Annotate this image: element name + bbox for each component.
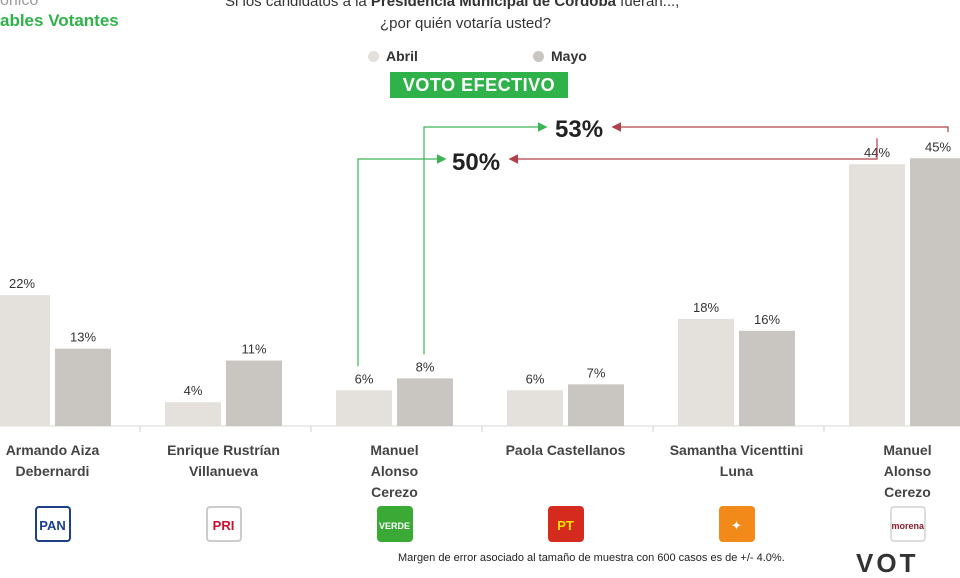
value-label-abril-1: 4%	[184, 383, 203, 398]
bar-abril-4	[678, 319, 734, 426]
bar-abril-3	[507, 390, 563, 426]
bar-chart: 22%13%4%11%6%8%6%7%18%16%44%45% 50% 53%	[0, 0, 960, 440]
bar-abril-5	[849, 164, 905, 426]
value-label-mayo-1: 11%	[241, 342, 266, 357]
candidate-label-3: Paola Castellanos	[491, 440, 641, 461]
sum-label-mayo: 53%	[555, 116, 603, 143]
candidate-name-line: Cerezo	[833, 482, 960, 503]
candidate-name-line: Luna	[662, 461, 812, 482]
party-logo-pri: PRI	[206, 506, 242, 542]
candidate-name-line: Paola Castellanos	[491, 440, 641, 461]
value-label-abril-4: 18%	[693, 300, 719, 315]
sum-label-abril: 50%	[452, 149, 500, 176]
bar-mayo-4	[739, 331, 795, 426]
arrow-green-abril	[358, 159, 443, 366]
candidate-name-line: Debernardi	[0, 461, 128, 482]
value-label-mayo-4: 16%	[754, 312, 780, 327]
bar-mayo-2	[397, 378, 453, 426]
party-logo-morena: morena	[890, 506, 926, 542]
bar-abril-1	[165, 402, 221, 426]
bar-mayo-5	[910, 158, 960, 426]
party-logo-mc: ✦	[719, 506, 755, 542]
candidate-name-line: Manuel	[320, 440, 470, 461]
bar-mayo-1	[226, 361, 282, 426]
candidate-name-line: Armando Aiza	[0, 440, 128, 461]
corner-logo: VOT	[856, 548, 960, 572]
bar-abril-0	[0, 295, 50, 426]
value-label-mayo-2: 8%	[416, 359, 435, 374]
bar-abril-2	[336, 390, 392, 426]
bar-mayo-0	[55, 349, 111, 426]
value-label-mayo-3: 7%	[587, 365, 606, 380]
value-label-abril-3: 6%	[526, 371, 545, 386]
value-label-mayo-0: 13%	[70, 330, 96, 345]
candidate-name-line: Alonso	[833, 461, 960, 482]
arrow-red-mayo	[615, 127, 948, 132]
value-label-abril-2: 6%	[355, 371, 374, 386]
party-logo-pt: PT	[548, 506, 584, 542]
candidate-name-line: Villanueva	[149, 461, 299, 482]
bar-mayo-3	[568, 384, 624, 426]
party-logo-pan: PAN	[35, 506, 71, 542]
candidate-name-line: Enrique Rustrían	[149, 440, 299, 461]
party-logo-verde: VERDE	[377, 506, 413, 542]
candidate-name-line: Manuel	[833, 440, 960, 461]
margin-of-error-note: Margen de error asociado al tamaño de mu…	[398, 552, 785, 564]
candidate-name-line: Cerezo	[320, 482, 470, 503]
value-label-mayo-5: 45%	[925, 139, 951, 154]
candidate-name-line: Alonso	[320, 461, 470, 482]
candidate-name-line: Samantha Vicenttini	[662, 440, 812, 461]
value-label-abril-0: 22%	[9, 276, 35, 291]
